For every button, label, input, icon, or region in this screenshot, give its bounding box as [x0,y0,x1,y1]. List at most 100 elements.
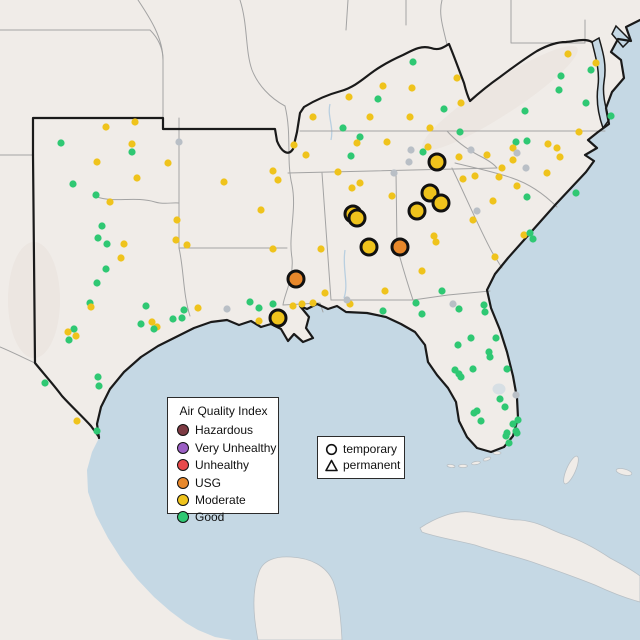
station-dot-permanent [194,304,202,312]
station-dot-permanent [64,328,72,336]
station-dot-permanent [523,193,531,201]
aqi-legend-item: Hazardous [177,423,278,438]
station-dot-permanent [178,314,186,322]
station-dot-permanent [409,58,417,66]
station-dot-permanent [592,59,600,67]
station-dot-permanent [334,168,342,176]
station-dot-permanent [92,191,100,199]
station-dot-permanent [117,254,125,262]
station-dot-permanent [102,123,110,131]
station-dot-permanent [521,107,529,115]
station-dot-permanent [120,240,128,248]
aqi-legend-swatch [177,493,189,506]
station-dot-permanent [470,409,478,417]
station-dot-permanent [255,304,263,312]
aqi-legend-title: Air Quality Index [179,404,268,418]
station-dot-permanent [607,112,615,120]
station-dot-permanent [492,334,500,342]
station-dot-permanent [269,167,277,175]
station-dot-permanent [345,93,353,101]
station-dot-permanent [489,197,497,205]
station-dot-permanent [453,74,461,82]
station-dot-permanent [255,317,263,325]
station-dot-permanent [438,287,446,295]
aqi-legend-swatch [177,424,189,437]
station-dot-permanent [150,325,158,333]
aqi-legend-label: USG [195,475,222,490]
station-dot-permanent [102,265,110,273]
delaware-bay [611,24,632,49]
station-dot-permanent [317,245,325,253]
yucatan-landmass [253,556,343,640]
tennessee-river [328,103,333,141]
station-dot-permanent [356,179,364,187]
station-dot-permanent [556,153,564,161]
station-dot-permanent [93,158,101,166]
region-boundary [31,18,640,454]
station-dot-permanent [106,198,114,206]
aqi-legend-label: Unhealthy [195,458,250,473]
station-dot-permanent [180,306,188,314]
station-dot-permanent [87,303,95,311]
station-dot-permanent [509,144,517,152]
station-dot-permanent [407,146,415,154]
station-dot-permanent [481,308,489,316]
station-dot-permanent [172,236,180,244]
station-dot-permanent [128,140,136,148]
station-dot-permanent [73,417,81,425]
station-dot-permanent [406,113,414,121]
station-dot-permanent [390,169,398,177]
station-dot-permanent [486,353,494,361]
station-dot-permanent [223,305,231,313]
station-dot-permanent [495,173,503,181]
station-dot-permanent [522,164,530,172]
station-dot-permanent [440,105,448,113]
station-dot-permanent [183,241,191,249]
aqi-legend-label: Moderate [195,492,246,507]
station-dot-permanent [430,232,438,240]
station-dot-permanent [131,118,139,126]
station-dot-permanent [309,299,317,307]
station-dot-permanent [379,82,387,90]
station-dot-permanent [93,427,101,435]
station-dot-permanent [57,139,65,147]
station-dot-permanent [95,382,103,390]
station-dot-permanent [353,139,361,147]
station-dot-permanent [366,113,374,121]
station-dot-permanent [512,391,520,399]
station-dot-permanent [424,143,432,151]
station-dot-permanent [529,235,537,243]
station-dot-permanent [405,158,413,166]
station-dot-permanent [477,417,485,425]
station-dot-permanent [72,332,80,340]
triangle-marker-icon [325,459,338,471]
station-dot-permanent [575,128,583,136]
station-dot-permanent [164,159,172,167]
station-dot-permanent [480,301,488,309]
station-dot-permanent [94,234,102,242]
station-dot-temporary [407,201,427,221]
station-dot-permanent [339,124,347,132]
station-dot-permanent [512,138,520,146]
station-dot-permanent [471,172,479,180]
station-dot-permanent [246,298,254,306]
station-dot-permanent [381,287,389,295]
station-dot-permanent [289,302,297,310]
appalachian-terrain [422,45,578,151]
station-dot-permanent [220,178,228,186]
bahamas-islet [615,468,633,476]
aqi-legend-item: Unhealthy [177,458,278,473]
station-dot-permanent [513,182,521,190]
station-dot-permanent [572,189,580,197]
station-dot-permanent [513,149,521,157]
station-dot-temporary [286,269,306,289]
station-dot-permanent [418,310,426,318]
aqi-legend-swatch [177,476,189,489]
station-dot-permanent [290,141,298,149]
station-dot-permanent [383,138,391,146]
station-dot-permanent [41,379,49,387]
station-dot-permanent [302,151,310,159]
station-dot-temporary [390,237,410,257]
